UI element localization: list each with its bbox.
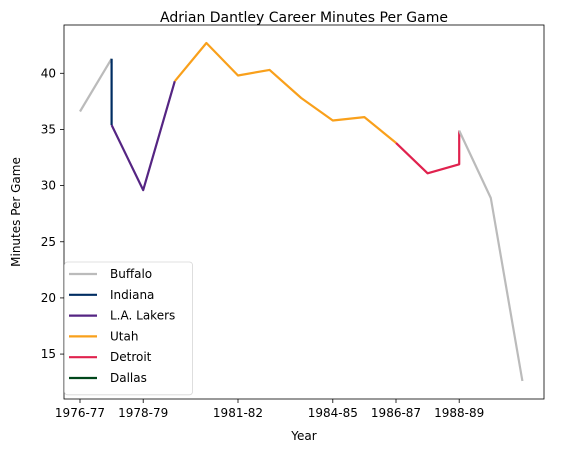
series-line-0 [79, 58, 113, 113]
series-line-2 [110, 80, 176, 192]
y-axis: 15 20 25 30 35 40 [41, 66, 64, 361]
x-axis: 1976-77 1978-79 1981-82 1984-85 1986-87 1988-… [55, 399, 484, 420]
y-tick-label: 20 [41, 291, 56, 305]
plot-series [79, 41, 524, 382]
series-line-3 [173, 41, 397, 144]
x-tick-label: 1976-77 [55, 406, 105, 420]
legend-label: Indiana [110, 288, 154, 302]
x-tick-label: 1978-79 [118, 406, 168, 420]
legend-label: L.A. Lakers [110, 309, 175, 323]
series-line-4 [395, 130, 461, 175]
x-tick-label: 1986-87 [371, 406, 421, 420]
y-axis-title: Minutes Per Game [9, 157, 23, 267]
y-tick-label: 35 [41, 122, 56, 136]
legend: Buffalo Indiana L.A. Lakers Utah Detroit Dall… [64, 261, 193, 396]
plot-frame [63, 24, 545, 400]
y-tick-label: 30 [41, 179, 56, 193]
legend-label: Buffalo [110, 267, 152, 281]
x-axis-title: Year [290, 429, 316, 443]
x-tick-label: 1984-85 [308, 406, 358, 420]
series-line-6 [458, 130, 524, 382]
y-tick-label: 25 [41, 235, 56, 249]
legend-label: Detroit [110, 350, 152, 364]
x-tick-label: 1981-82 [213, 406, 263, 420]
legend-label: Utah [110, 329, 138, 343]
y-tick-label: 15 [41, 347, 56, 361]
chart-title: Adrian Dantley Career Minutes Per Game [160, 10, 448, 26]
legend-label: Dallas [110, 371, 147, 385]
x-tick-label: 1988-89 [434, 406, 484, 420]
y-tick-label: 40 [41, 66, 56, 80]
